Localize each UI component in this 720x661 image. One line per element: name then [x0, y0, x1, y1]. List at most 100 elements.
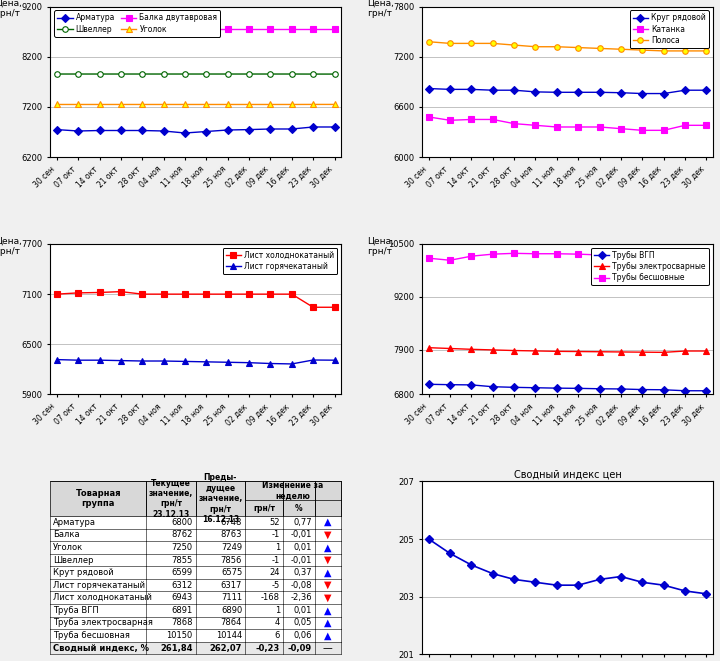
Круг рядовой [424, 85, 433, 93]
Уголок [181, 100, 189, 108]
Лист горячекатаный [74, 356, 83, 364]
Балка двутавровая [330, 24, 339, 32]
Балка двутавровая [266, 24, 275, 32]
Text: ▼: ▼ [324, 555, 332, 565]
Text: 6: 6 [274, 631, 280, 640]
Балка двутавровая [287, 24, 296, 32]
Катанка [531, 122, 540, 130]
Швеллер [181, 70, 189, 78]
Полоса [531, 43, 540, 51]
Лист горячекатаный [181, 358, 189, 366]
Лист холоднокатаный [287, 290, 296, 298]
Швеллер [287, 70, 296, 78]
Лист горячекатаный [138, 357, 147, 365]
Трубы бесшовные [424, 254, 433, 262]
Трубы электросварные [702, 347, 711, 355]
Лист горячекатаный [330, 356, 339, 364]
Text: Арматура: Арматура [53, 518, 96, 527]
Bar [146, 481, 196, 516]
Legend: Круг рядовой, Катанка, Полоса: Круг рядовой, Катанка, Полоса [630, 11, 709, 48]
Bar [50, 516, 341, 529]
Text: —: — [323, 643, 333, 653]
Круг рядовой [531, 88, 540, 96]
Лист холоднокатаный [53, 290, 61, 298]
Арматура [181, 129, 189, 137]
Балка двутавровая [245, 24, 253, 32]
Уголок [223, 100, 232, 108]
Полоса [680, 47, 689, 55]
Полоса [574, 44, 582, 52]
Text: 261,84: 261,84 [161, 644, 193, 652]
Лист холоднокатаный [266, 290, 275, 298]
Text: 0,01: 0,01 [294, 543, 312, 552]
Line: Круг рядовой: Круг рядовой [426, 86, 709, 97]
Text: 7855: 7855 [171, 555, 193, 564]
Text: Изменение за
неделю: Изменение за неделю [262, 481, 323, 500]
Text: ▲: ▲ [324, 618, 332, 628]
Legend: Лист холоднокатаный, Лист горячекатаный: Лист холоднокатаный, Лист горячекатаный [222, 248, 337, 274]
Text: 1: 1 [274, 606, 280, 615]
Text: 7249: 7249 [221, 543, 242, 552]
Line: Трубы бесшовные: Трубы бесшовные [426, 251, 709, 263]
Line: Полоса: Полоса [426, 39, 709, 54]
Лист горячекатаный [266, 360, 275, 368]
Полоса [424, 38, 433, 46]
Text: Преды-
дущее
значение,
грн/т
16.12.13: Преды- дущее значение, грн/т 16.12.13 [198, 473, 243, 524]
Bar [50, 617, 341, 629]
Круг рядовой [616, 89, 625, 97]
Круг рядовой [488, 86, 497, 94]
Line: Лист горячекатаный: Лист горячекатаный [54, 357, 337, 367]
Line: Швеллер: Швеллер [54, 71, 337, 77]
Bar [50, 554, 341, 566]
Трубы бесшовные [574, 250, 582, 258]
Катанка [424, 113, 433, 121]
Text: -5: -5 [271, 580, 280, 590]
Text: -0,01: -0,01 [290, 530, 312, 539]
Балка двутавровая [181, 24, 189, 32]
Y-axis label: Цена,
грн/т: Цена, грн/т [0, 237, 22, 256]
Text: ▼: ▼ [324, 593, 332, 603]
Bar [196, 481, 245, 516]
Уголок [95, 100, 104, 108]
Text: 6891: 6891 [171, 606, 193, 615]
Text: 6599: 6599 [171, 568, 193, 577]
Арматура [330, 123, 339, 131]
Уголок [74, 100, 83, 108]
Лист холоднокатаный [245, 290, 253, 298]
Трубы ВГП [510, 383, 518, 391]
Трубы ВГП [660, 386, 668, 394]
Полоса [702, 47, 711, 55]
Трубы бесшовные [467, 253, 476, 260]
Bar [283, 481, 315, 516]
Text: 7864: 7864 [221, 619, 242, 627]
Text: ▲: ▲ [324, 518, 332, 527]
Bar [50, 541, 341, 554]
Уголок [53, 100, 61, 108]
Трубы электросварные [552, 348, 561, 356]
Арматура [287, 125, 296, 133]
Лист холоднокатаный [309, 303, 318, 311]
Уголок [159, 100, 168, 108]
Арматура [117, 126, 125, 134]
Трубы электросварные [424, 344, 433, 352]
Катанка [616, 125, 625, 133]
Bar [50, 529, 341, 541]
Bar [50, 566, 341, 579]
Трубы ВГП [616, 385, 625, 393]
Text: 0,77: 0,77 [293, 518, 312, 527]
Title: Сводный индекс цен: Сводный индекс цен [513, 469, 621, 479]
Швеллер [53, 70, 61, 78]
Трубы электросварные [680, 347, 689, 355]
Text: Труба ВГП: Труба ВГП [53, 606, 99, 615]
Text: Балка: Балка [53, 530, 80, 539]
Полоса [595, 44, 604, 52]
Трубы бесшовные [680, 254, 689, 262]
Text: 6748: 6748 [221, 518, 242, 527]
Трубы электросварные [467, 345, 476, 353]
Text: 6575: 6575 [221, 568, 242, 577]
Text: 6312: 6312 [171, 580, 193, 590]
Text: Текущее
значение,
грн/т
23.12.13: Текущее значение, грн/т 23.12.13 [149, 479, 193, 519]
Швеллер [74, 70, 83, 78]
Швеллер [138, 70, 147, 78]
Line: Арматура: Арматура [54, 124, 337, 136]
